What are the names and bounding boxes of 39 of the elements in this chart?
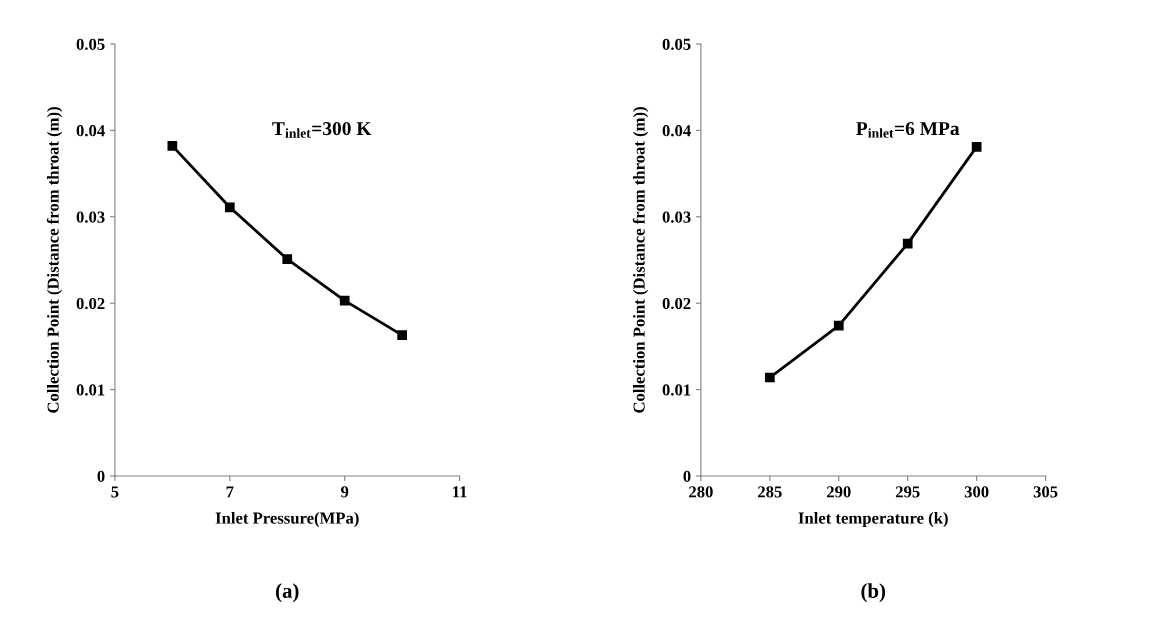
point (397, 330, 408, 341)
y-tick-label: 0.05 (76, 38, 105, 50)
text: (a) (276, 583, 299, 603)
y-tick-label: 0.04 (662, 125, 691, 137)
point (971, 141, 982, 152)
annotation: T$_{inlet}$=300 K (272, 122, 372, 138)
point (282, 254, 293, 264)
x-tick-label: 305 (1033, 486, 1058, 498)
x-axis-title: Inlet temperature (k) (798, 511, 948, 528)
x-tick-label: 295 (895, 486, 920, 498)
y-tick-label: 0 (683, 470, 691, 482)
y-tick-label: 0.01 (76, 384, 105, 396)
point (764, 372, 775, 383)
x-tick-label: 9 (340, 486, 349, 498)
y-tick-label: 0 (97, 470, 105, 482)
text: (b) (861, 583, 886, 603)
x-tick-label: 285 (758, 486, 782, 498)
x-tick-label: 300 (964, 486, 989, 498)
x-tick-label: 5 (111, 486, 119, 498)
y-tick-label: 0.05 (662, 38, 691, 50)
y-tick-label: 0.03 (76, 211, 105, 223)
y-axis-title: Collection Point (Distance from throat (m)) (46, 107, 63, 413)
x-tick-label: 280 (689, 486, 713, 498)
y-tick-label: 0.01 (662, 384, 691, 396)
y-tick-label: 0.02 (662, 297, 691, 310)
point (902, 238, 913, 249)
y-axis-title: Collection Point (Distance from throat (m)) (632, 107, 649, 413)
annotation: P$_{inlet}$=6 MPa (856, 122, 960, 138)
x-tick-label: 11 (453, 486, 467, 498)
point (339, 295, 350, 306)
point (167, 141, 178, 151)
y-tick-label: 0.02 (76, 297, 105, 310)
point (224, 202, 235, 213)
x-tick-label: 7 (226, 486, 234, 498)
x-axis-title: Inlet Pressure(MPa) (215, 511, 359, 528)
y-tick-label: 0.04 (76, 125, 105, 137)
y-tick-label: 0.03 (662, 211, 691, 223)
point (833, 320, 844, 331)
x-tick-label: 290 (826, 486, 851, 498)
